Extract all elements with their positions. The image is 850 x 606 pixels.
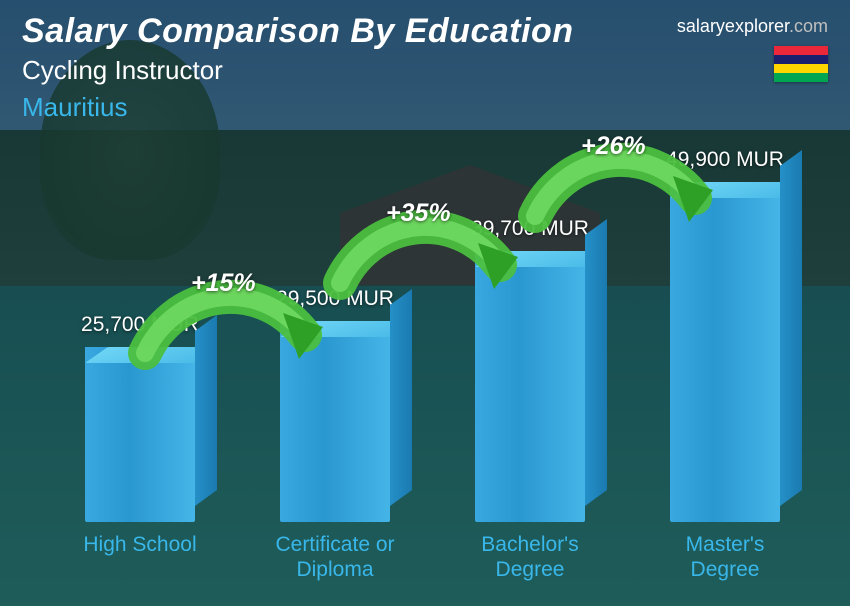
bar-label: High School	[83, 532, 196, 588]
bar-3d	[280, 321, 390, 522]
brand-logo: salaryexplorer.com	[677, 16, 828, 37]
bar-3d	[670, 182, 780, 522]
bar-value: 25,700 MUR	[81, 313, 199, 337]
infographic-root: Salary Comparison By Education Cycling I…	[0, 0, 850, 606]
chart-title: Salary Comparison By Education	[22, 12, 574, 51]
bar-chart: 25,700 MUR High School 29,500 MUR Certifica…	[30, 128, 800, 588]
flag-stripe	[774, 55, 828, 64]
flag-stripe	[774, 64, 828, 73]
brand-name: salaryexplorer	[677, 16, 789, 36]
bar-group: 25,700 MUR High School	[50, 313, 230, 588]
bar-label: Certificate or Diploma	[275, 532, 394, 588]
chart-subtitle: Cycling Instructor	[22, 55, 574, 86]
chart-country: Mauritius	[22, 92, 574, 123]
bar-value: 49,900 MUR	[666, 148, 784, 172]
bar-3d	[475, 251, 585, 522]
bar-value: 39,700 MUR	[471, 217, 589, 241]
flag-stripe	[774, 73, 828, 82]
bar-value: 29,500 MUR	[276, 287, 394, 311]
bar-group: 39,700 MUR Bachelor's Degree	[440, 217, 620, 588]
bar-label: Master's Degree	[686, 532, 765, 588]
brand-suffix: .com	[789, 16, 828, 36]
bar-3d	[85, 347, 195, 522]
header-block: Salary Comparison By Education Cycling I…	[22, 12, 574, 123]
country-flag-icon	[774, 46, 828, 82]
flag-stripe	[774, 46, 828, 55]
bar-group: 49,900 MUR Master's Degree	[635, 148, 815, 588]
bar-label: Bachelor's Degree	[481, 532, 578, 588]
bar-group: 29,500 MUR Certificate or Diploma	[245, 287, 425, 588]
